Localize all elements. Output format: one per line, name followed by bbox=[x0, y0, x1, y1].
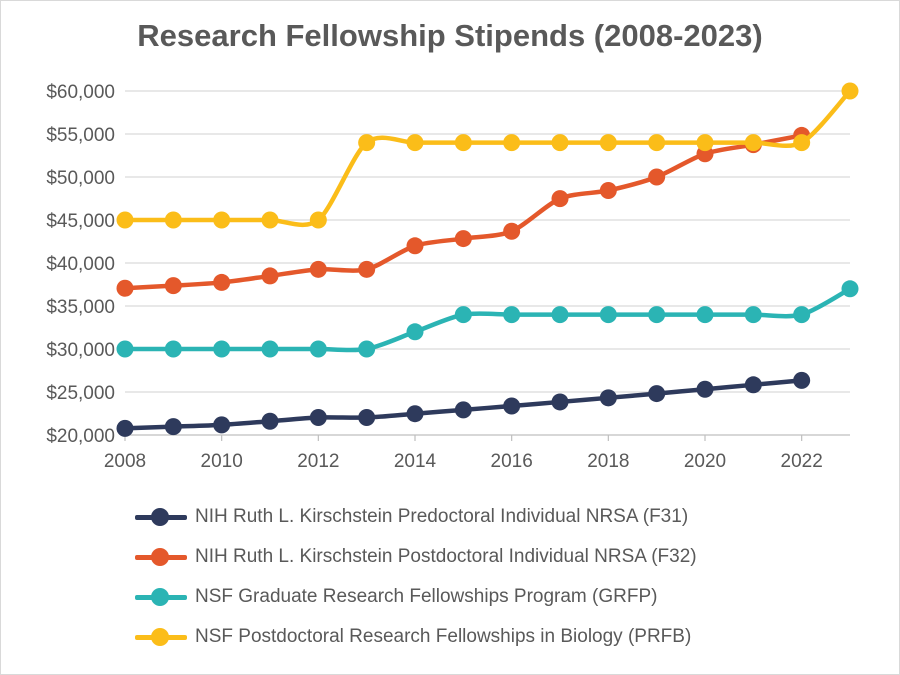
legend-swatch-marker bbox=[151, 588, 169, 606]
data-point bbox=[841, 82, 859, 100]
data-point bbox=[309, 409, 327, 427]
data-point bbox=[164, 418, 182, 436]
legend-item: NIH Ruth L. Kirschstein Postdoctoral Ind… bbox=[135, 537, 895, 577]
data-point bbox=[116, 419, 134, 437]
x-tick-label: 2012 bbox=[297, 451, 339, 472]
data-point bbox=[213, 340, 231, 358]
legend-swatch bbox=[135, 587, 187, 607]
data-point bbox=[599, 389, 617, 407]
y-tick-label: $40,000 bbox=[46, 254, 115, 275]
series-line-3 bbox=[122, 88, 853, 228]
data-point bbox=[309, 260, 327, 278]
data-point bbox=[454, 230, 472, 248]
data-point bbox=[696, 306, 714, 324]
y-tick-label: $55,000 bbox=[46, 125, 115, 146]
legend-label: NSF Postdoctoral Research Fellowships in… bbox=[195, 626, 692, 647]
data-point bbox=[164, 211, 182, 229]
data-point bbox=[503, 306, 521, 324]
data-point bbox=[358, 134, 376, 152]
x-tick-label: 2008 bbox=[104, 451, 146, 472]
legend-swatch-marker bbox=[151, 548, 169, 566]
y-tick-label: $25,000 bbox=[46, 383, 115, 404]
y-tick-label: $35,000 bbox=[46, 297, 115, 318]
data-point bbox=[744, 376, 762, 394]
data-point bbox=[164, 340, 182, 358]
data-point bbox=[648, 306, 666, 324]
x-tick-label: 2014 bbox=[394, 451, 437, 472]
data-point bbox=[454, 401, 472, 419]
data-point bbox=[744, 306, 762, 324]
data-point bbox=[261, 412, 279, 430]
data-point bbox=[648, 385, 666, 403]
series-line-2 bbox=[122, 286, 853, 353]
y-tick-label: $20,000 bbox=[46, 426, 115, 447]
y-tick-label: $60,000 bbox=[46, 82, 115, 103]
legend-label: NSF Graduate Research Fellowships Progra… bbox=[195, 586, 658, 607]
legend-label: NIH Ruth L. Kirschstein Predoctoral Indi… bbox=[195, 506, 689, 527]
x-tick-label: 2020 bbox=[684, 451, 726, 472]
data-point bbox=[309, 340, 327, 358]
data-point bbox=[406, 323, 424, 341]
legend-swatch bbox=[135, 627, 187, 647]
data-point bbox=[213, 416, 231, 434]
data-point bbox=[116, 340, 134, 358]
data-point bbox=[551, 306, 569, 324]
data-point bbox=[551, 134, 569, 152]
legend-item: NIH Ruth L. Kirschstein Predoctoral Indi… bbox=[135, 497, 895, 537]
data-point bbox=[116, 279, 134, 297]
y-tick-label: $50,000 bbox=[46, 168, 115, 189]
data-point bbox=[551, 190, 569, 208]
x-tick-label: 2018 bbox=[587, 451, 629, 472]
data-point bbox=[309, 211, 327, 229]
data-point bbox=[793, 371, 811, 389]
data-point bbox=[599, 134, 617, 152]
data-point bbox=[599, 306, 617, 324]
data-point bbox=[358, 340, 376, 358]
data-point bbox=[503, 397, 521, 415]
data-point bbox=[261, 211, 279, 229]
data-point bbox=[213, 273, 231, 291]
legend-swatch bbox=[135, 547, 187, 567]
data-point bbox=[358, 409, 376, 427]
data-point bbox=[261, 340, 279, 358]
data-point bbox=[648, 134, 666, 152]
data-point bbox=[406, 237, 424, 255]
data-point bbox=[503, 222, 521, 240]
legend-swatch bbox=[135, 507, 187, 527]
legend-item: NSF Graduate Research Fellowships Progra… bbox=[135, 577, 895, 617]
data-point bbox=[793, 134, 811, 152]
data-point bbox=[116, 211, 134, 229]
x-tick-label: 2010 bbox=[201, 451, 243, 472]
legend-item: NSF Postdoctoral Research Fellowships in… bbox=[135, 617, 895, 657]
data-point bbox=[696, 380, 714, 398]
data-point bbox=[503, 134, 521, 152]
data-point bbox=[744, 134, 762, 152]
data-point bbox=[213, 211, 231, 229]
y-tick-label: $45,000 bbox=[46, 211, 115, 232]
legend-swatch-marker bbox=[151, 628, 169, 646]
data-point bbox=[454, 306, 472, 324]
data-point bbox=[696, 134, 714, 152]
data-point bbox=[164, 277, 182, 295]
data-point bbox=[599, 181, 617, 199]
data-point bbox=[551, 393, 569, 411]
data-point bbox=[406, 405, 424, 423]
legend-swatch-marker bbox=[151, 508, 169, 526]
chart-title: Research Fellowship Stipends (2008-2023) bbox=[137, 18, 763, 53]
y-tick-label: $30,000 bbox=[46, 340, 115, 361]
data-point bbox=[406, 134, 424, 152]
data-point bbox=[261, 267, 279, 285]
legend-label: NIH Ruth L. Kirschstein Postdoctoral Ind… bbox=[195, 546, 697, 567]
x-tick-label: 2022 bbox=[781, 451, 823, 472]
legend: NIH Ruth L. Kirschstein Predoctoral Indi… bbox=[135, 497, 895, 657]
data-point bbox=[841, 280, 859, 298]
data-point bbox=[454, 134, 472, 152]
x-tick-label: 2016 bbox=[491, 451, 533, 472]
data-point bbox=[793, 306, 811, 324]
data-point bbox=[358, 260, 376, 278]
data-point bbox=[648, 168, 666, 186]
